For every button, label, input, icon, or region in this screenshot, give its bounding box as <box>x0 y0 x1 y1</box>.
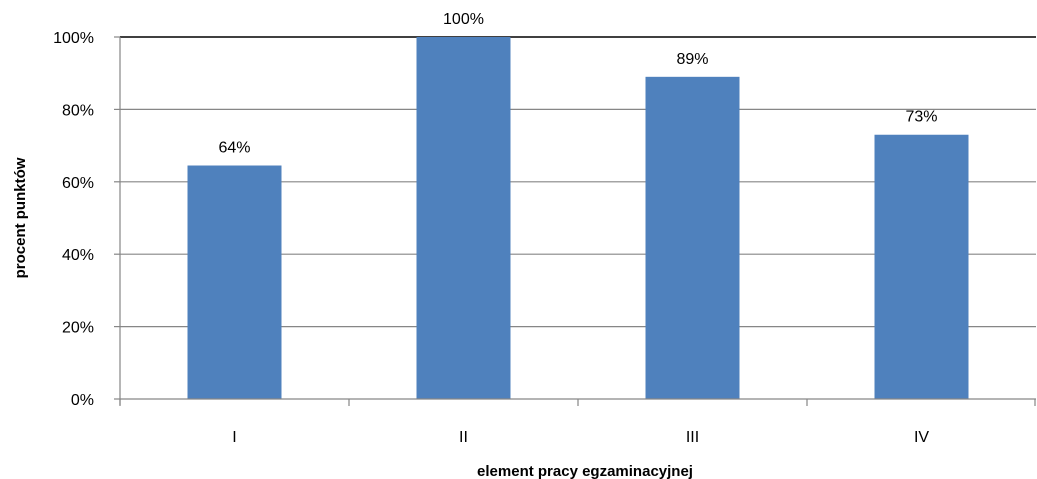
bars <box>187 37 969 400</box>
x-tick-label: I <box>232 429 236 446</box>
x-axis-title: element pracy egzaminacyjnej <box>477 463 693 479</box>
x-tick-label: IV <box>914 429 929 446</box>
bar-IV <box>874 134 969 400</box>
y-axis-title: procent punktów <box>12 157 29 278</box>
bar-III <box>645 76 740 399</box>
data-label: 64% <box>218 140 250 157</box>
y-tick-label: 60% <box>62 175 94 192</box>
y-tick-label: 20% <box>62 320 94 337</box>
data-labels: 64% 100% 89% 73% <box>218 11 937 157</box>
y-tick-label: 0% <box>71 392 94 409</box>
y-tick-labels: 0% 20% 40% 60% 80% 100% <box>53 30 94 409</box>
data-label: 100% <box>443 11 484 28</box>
axes <box>114 36 1036 406</box>
data-label: 89% <box>676 51 708 68</box>
bar-I <box>187 165 282 399</box>
bar-II <box>416 37 511 399</box>
y-tick-label: 100% <box>53 30 94 47</box>
y-tick-label: 80% <box>62 102 94 119</box>
y-tick-label: 40% <box>62 247 94 264</box>
data-label: 73% <box>905 109 937 126</box>
x-tick-label: II <box>459 429 468 446</box>
x-tick-labels: I II III IV <box>232 429 929 446</box>
x-tick-label: III <box>686 429 699 446</box>
